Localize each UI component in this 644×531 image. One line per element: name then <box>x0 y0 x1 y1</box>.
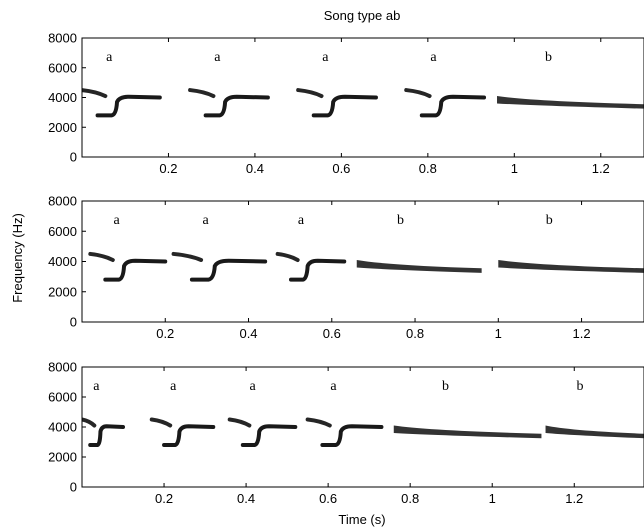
panel-3-syllable-2-label: a <box>170 379 177 394</box>
panel-2-xtick-label: 0.8 <box>406 326 424 341</box>
panel-2-ytick-label: 0 <box>70 315 77 330</box>
figure-title: Song type ab <box>324 8 401 23</box>
panel-3-xtick-label: 1.2 <box>565 491 583 506</box>
panel-2-syllable-3-upper-stroke <box>275 251 300 262</box>
panel-1-ytick-label: 8000 <box>48 31 77 46</box>
y-axis-label: Frequency (Hz) <box>10 213 25 303</box>
panel-3-marks <box>82 417 644 447</box>
panel-2-syllable-1-label: a <box>113 213 120 228</box>
panel-3-syllable-1-hook-stroke <box>88 424 126 447</box>
panel-1-xtick-label: 0.6 <box>332 161 350 176</box>
panel-3-syllable-2-upper-stroke <box>149 417 173 428</box>
panel-2: a a a b b 0.2 0.4 0.6 0.8 1 1.2 0 2000 4000 6000 8000 <box>48 194 644 341</box>
panel-3-xtick-label: 0.4 <box>237 491 255 506</box>
panel-3-ytick-label: 6000 <box>48 390 77 405</box>
panel-3-syllable-4-upper-stroke <box>305 417 332 428</box>
panel-1-syllable-3-upper-stroke <box>296 88 324 99</box>
panel-2-xtick-label: 0.6 <box>323 326 341 341</box>
panel-1-syllable-5-label: b <box>545 50 552 65</box>
panel-2-syllable-1-hook-stroke <box>103 258 168 282</box>
panel-2-xtick-label: 1 <box>495 326 502 341</box>
panel-3-syllable-3-label: a <box>250 379 257 394</box>
panel-1-syllable-4-hook-stroke <box>419 94 487 118</box>
panel-2-ytick-label: 2000 <box>48 284 77 299</box>
panel-1-xtick-label: 1 <box>511 161 518 176</box>
panel-1-syllable-1-label: a <box>106 50 113 65</box>
panel-3-syllable-6-band <box>545 425 644 439</box>
panel-1: a a a a b 0.2 0.4 0.6 0.8 1 1.2 0 2000 4000 6000 8000 <box>48 31 644 176</box>
panel-1-syllable-1-hook-stroke <box>95 94 162 118</box>
panel-1-xtick-label: 0.8 <box>419 161 437 176</box>
panel-1-syllable-2-hook-stroke <box>203 94 270 118</box>
panel-3-syllable-4-hook-stroke <box>320 424 384 447</box>
panel-2-syllable-5-label: b <box>546 213 553 228</box>
panel-1-syllable-2-label: a <box>214 50 221 65</box>
panel-1-ytick-label: 4000 <box>48 90 77 105</box>
panel-2-ytick-label: 6000 <box>48 224 77 239</box>
panel-3: a a a a b b 0.2 0.4 0.6 0.8 1 1.2 0 2000 4000 6000 8000 <box>48 360 644 506</box>
panel-3-ytick-label: 4000 <box>48 420 77 435</box>
panel-1-syllable-5-band <box>497 96 644 109</box>
panel-3-syllable-1-label: a <box>93 379 100 394</box>
panel-2-syllable-2-label: a <box>203 213 210 228</box>
panel-3-syllable-5-band <box>393 425 542 439</box>
panel-3-xtick-label: 0.8 <box>401 491 419 506</box>
panel-2-ytick-label: 8000 <box>48 194 77 209</box>
panel-1-xtick-label: 1.2 <box>592 161 610 176</box>
panel-3-syllable-6-label: b <box>577 379 584 394</box>
panel-3-ytick-label: 2000 <box>48 450 77 465</box>
panel-1-marks <box>82 88 644 118</box>
panel-3-xtick-label: 0.6 <box>319 491 337 506</box>
panel-2-syllable-2-upper-stroke <box>171 251 204 262</box>
panel-2-xtick-label: 0.4 <box>239 326 257 341</box>
panel-1-ytick-label: 6000 <box>48 60 77 75</box>
panel-3-syllable-2-hook-stroke <box>162 424 216 447</box>
panel-1-xtick-label: 0.4 <box>246 161 264 176</box>
panel-1-syllable-3-label: a <box>322 50 329 65</box>
panel-1-ytick-label: 0 <box>70 150 77 165</box>
panel-2-syllable-2-hook-stroke <box>189 258 268 282</box>
x-axis-label: Time (s) <box>338 512 385 527</box>
panel-3-xtick-label: 0.2 <box>155 491 173 506</box>
panel-3-syllable-1-upper-stroke <box>82 417 97 428</box>
panel-1-syllable-1-upper-stroke <box>82 88 108 99</box>
panel-3-ytick-label: 0 <box>70 480 77 495</box>
panel-2-syllable-4-band <box>356 259 482 273</box>
panel-2-syllable-3-hook-stroke <box>288 258 347 282</box>
panel-2-ytick-label: 4000 <box>48 254 77 269</box>
panel-1-syllable-3-hook-stroke <box>311 94 378 118</box>
panel-1-ytick-label: 2000 <box>48 120 77 135</box>
panel-3-syllable-3-upper-stroke <box>227 417 252 428</box>
panel-3-syllable-4-label: a <box>330 379 337 394</box>
panel-3-xtick-label: 1 <box>489 491 496 506</box>
panel-2-syllable-1-upper-stroke <box>88 251 115 262</box>
panel-1-syllable-4-upper-stroke <box>404 88 432 99</box>
panel-2-marks <box>88 251 644 282</box>
panel-1-xtick-label: 0.2 <box>159 161 177 176</box>
panel-2-syllable-5-band <box>498 259 644 273</box>
panel-3-syllable-3-hook-stroke <box>240 424 298 447</box>
panel-1-syllable-4-label: a <box>430 50 437 65</box>
panel-3-ytick-label: 8000 <box>48 360 77 375</box>
panel-2-syllable-3-label: a <box>298 213 305 228</box>
panel-1-syllable-2-upper-stroke <box>188 88 216 99</box>
panel-3-syllable-5-label: b <box>442 379 449 394</box>
panel-2-xtick-label: 0.2 <box>156 326 174 341</box>
panel-2-xtick-label: 1.2 <box>573 326 591 341</box>
panel-2-syllable-4-label: b <box>397 213 404 228</box>
